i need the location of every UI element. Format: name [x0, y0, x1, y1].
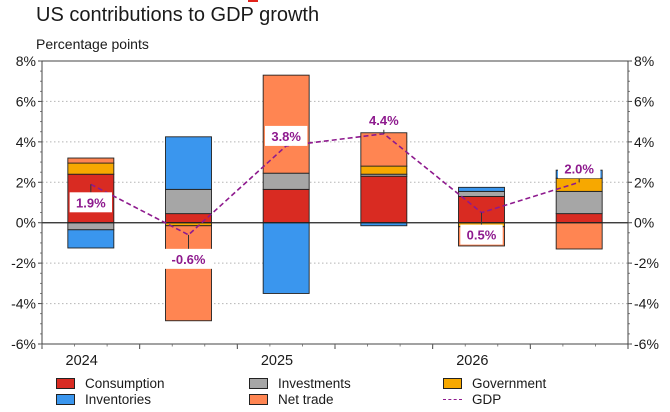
bar-net_trade: [67, 157, 115, 164]
y-tick-label-right: 0%: [634, 215, 654, 231]
gdp-data-label: 3.8%: [271, 129, 301, 144]
bar-investments: [262, 172, 310, 190]
legend-item-investments: Investments: [249, 375, 351, 391]
gdp-label-box: [460, 224, 503, 245]
legend-swatch-consumption: [56, 377, 75, 389]
bar-investments: [165, 188, 212, 215]
gdp-contributions-chart: 8% 8% 6% 6% 4% 4% 2% 2% 0% 0% -2% -2% -4% -4% -6% -6% 1.…: [11, 53, 659, 369]
legend-item-inventories: Inventories: [56, 391, 151, 407]
legend-item-consumption: Consumption: [56, 375, 165, 391]
bar-inventories: [458, 186, 505, 192]
brand-accent-mark: [248, 0, 258, 2]
bar-investments: [458, 190, 505, 197]
legend-label-government: Government: [472, 375, 547, 391]
y-tick-label-left: 6%: [16, 93, 36, 109]
y-tick-label-right: 8%: [634, 53, 654, 69]
bar-inventories: [67, 229, 115, 249]
plot-frame: [41, 60, 629, 345]
chart-subtitle: Percentage points: [36, 36, 149, 52]
legend-label-net-trade: Net trade: [278, 391, 334, 407]
legend-swatch-inventories: [56, 393, 75, 405]
gdp-data-label: 4.4%: [369, 113, 399, 128]
x-tick-label: 2024: [66, 353, 98, 369]
y-tick-label-right: 2%: [634, 174, 654, 190]
legend-swatch-investments: [249, 377, 268, 389]
gdp-data-label: 2.0%: [564, 161, 594, 176]
legend-label-investments: Investments: [278, 375, 351, 391]
x-tick-label: 2025: [261, 353, 293, 369]
gdp-label-box: [163, 248, 214, 269]
chart-title: US contributions to GDP growth: [36, 4, 320, 26]
legend-swatch-gdp: [443, 398, 462, 400]
legend-swatch-government: [443, 377, 462, 389]
bar-inventories: [262, 222, 310, 294]
y-tick-label-right: 4%: [634, 134, 654, 150]
legend-swatch-net-trade: [249, 393, 268, 405]
x-tick-label: 2026: [456, 353, 488, 369]
y-tick-label-left: 4%: [16, 134, 36, 150]
y-tick-label-right: -6%: [634, 336, 659, 352]
bar-consumption: [165, 213, 212, 224]
legend-item-net-trade: Net trade: [249, 391, 334, 407]
bar-government: [67, 162, 115, 175]
bar-investments: [555, 190, 603, 215]
chart-legend: Consumption Inventories Investments Net …: [56, 375, 656, 411]
legend-item-government: Government: [443, 375, 546, 391]
gdp-label-box: [362, 109, 406, 130]
bar-net_trade: [360, 132, 408, 167]
gdp-data-label: -0.6%: [172, 252, 206, 267]
y-tick-label-right: -2%: [634, 255, 659, 271]
bar-government: [360, 165, 408, 175]
gdp-line: [90, 132, 580, 236]
bar-net_trade: [262, 74, 310, 174]
y-tick-label-left: 8%: [16, 53, 36, 69]
gdp-label-box: [557, 158, 601, 179]
gdp-data-label: 0.5%: [467, 228, 497, 243]
bar-net_trade: [555, 222, 603, 250]
y-tick-label-left: -6%: [11, 336, 36, 352]
gdp-label-box: [69, 192, 113, 213]
legend-label-gdp: GDP: [472, 391, 502, 407]
legend-label-inventories: Inventories: [85, 391, 152, 407]
legend-item-gdp: GDP: [443, 391, 501, 407]
bar-investments: [67, 222, 115, 231]
y-tick-label-right: 6%: [634, 93, 654, 109]
y-tick-label-left: 2%: [16, 174, 36, 190]
y-tick-label-left: -4%: [11, 296, 36, 312]
y-tick-label-left: -2%: [11, 255, 36, 271]
bar-inventories: [165, 136, 212, 190]
gdp-label-box: [264, 125, 308, 146]
bar-consumption: [555, 213, 603, 224]
bar-consumption: [360, 175, 408, 224]
bar-consumption: [262, 188, 310, 224]
gdp-data-label: 1.9%: [76, 195, 106, 210]
y-tick-label-left: 0%: [16, 215, 36, 231]
y-tick-label-right: -4%: [634, 296, 659, 312]
legend-label-consumption: Consumption: [85, 375, 165, 391]
